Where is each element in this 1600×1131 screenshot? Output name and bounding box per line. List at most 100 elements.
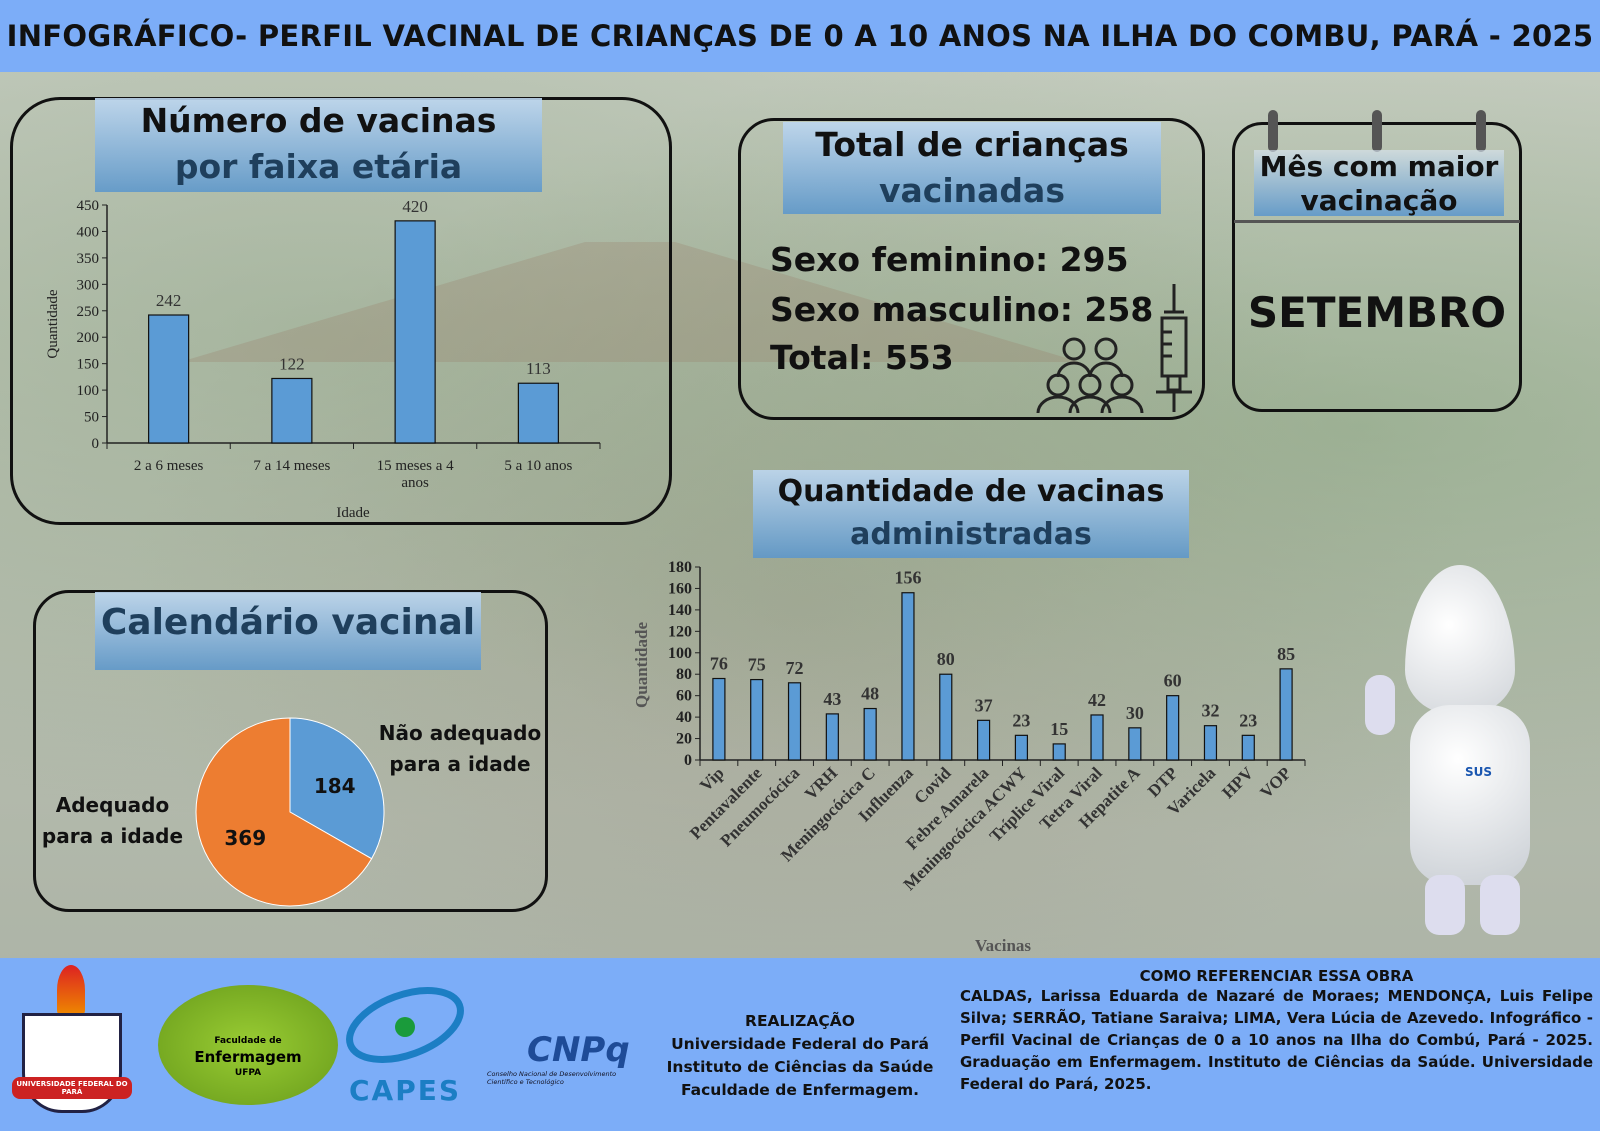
bar [825, 713, 839, 761]
bar [271, 377, 313, 444]
y-tick-label: 400 [77, 224, 100, 240]
capes-orbit-icon [346, 987, 464, 1063]
month-panel-title: Mês com maior vacinação [1254, 150, 1504, 217]
capes-logo: CAPES [340, 980, 470, 1107]
x-tick-label: 5 a 10 anos [504, 458, 572, 474]
pie-label-not-adequate: Não adequado para a idade [378, 721, 542, 776]
data-label: 80 [937, 649, 955, 669]
y-tick-label: 300 [77, 277, 100, 293]
bar [939, 673, 953, 761]
data-label: 60 [1164, 671, 1182, 691]
bar [787, 682, 802, 761]
y-tick-label: 140 [668, 602, 692, 619]
y-tick-label: 0 [684, 752, 692, 769]
y-tick-label: 60 [676, 688, 692, 705]
bar [1203, 725, 1218, 761]
reference-title: COMO REFERENCIAR ESSA OBRA [1139, 967, 1414, 985]
bar [901, 592, 915, 761]
y-tick-label: 40 [676, 709, 692, 726]
calendar-panel-title: Calendário vacinal [95, 592, 481, 670]
title-line: Número de vacinas [140, 101, 497, 140]
pie-label-adequate: Adequado para a idade [41, 793, 184, 848]
reference-block: COMO REFERENCIAR ESSA OBRA CALDAS, Laris… [960, 967, 1593, 1095]
data-label: 113 [526, 359, 551, 378]
data-label: 30 [1126, 703, 1144, 723]
data-label: 156 [894, 568, 921, 588]
reference-text: CALDAS, Larissa Eduarda de Nazaré de Mor… [960, 987, 1593, 1093]
pie-value-label: 369 [224, 826, 266, 850]
x-tick-label: 7 a 14 meses [253, 458, 330, 474]
cnpq-logo-subtext: Conselho Nacional de Desenvolvimento Cie… [487, 1070, 617, 1086]
vaccines-bar-chart: 02040608010012014016018076Vip75Pentavale… [632, 559, 1306, 955]
data-label: 85 [1277, 644, 1295, 664]
bar [1279, 668, 1293, 761]
y-axis-title: Quantidade [45, 289, 61, 358]
x-axis-title: Idade [336, 505, 370, 521]
ze-gotinha-mascot: SUS [1365, 565, 1565, 940]
bar [1128, 727, 1142, 761]
bar [1090, 714, 1104, 761]
sus-badge: SUS [1465, 765, 1493, 779]
calendar-ring [1476, 110, 1486, 152]
bar [1166, 695, 1180, 761]
y-tick-label: 350 [77, 251, 100, 267]
y-tick-label: 180 [668, 559, 692, 576]
ufpa-logo-text: UNIVERSIDADE FEDERAL DO PARÁ [12, 1077, 132, 1099]
pie-slice [195, 717, 373, 907]
fen-logo-text: Enfermagem [194, 1048, 302, 1066]
data-label: 43 [823, 689, 841, 709]
title-line: administradas [850, 517, 1092, 552]
data-label: 37 [975, 695, 993, 715]
realization-line: Faculdade de Enfermagem. [680, 1081, 920, 1099]
bar [750, 678, 764, 761]
month-value: SETEMBRO [1247, 288, 1507, 337]
y-tick-label: 100 [77, 383, 100, 399]
realization-line: Instituto de Ciências da Saúde [666, 1058, 934, 1076]
total-count: Total: 553 [770, 338, 954, 377]
title-line: Calendário vacinal [100, 602, 476, 643]
bar [394, 220, 436, 444]
y-tick-label: 50 [84, 410, 99, 426]
data-label: 32 [1201, 701, 1219, 721]
total-panel-title: Total de crianças vacinadas [783, 122, 1161, 214]
data-label: 76 [710, 654, 728, 674]
bar [863, 707, 877, 761]
fen-ufpa-logo: Faculdade de Enfermagem UFPA [158, 985, 338, 1105]
x-tick-label: VOP [1256, 763, 1295, 802]
bar [712, 677, 726, 761]
realization-block: REALIZAÇÃO Universidade Federal do Pará … [660, 1010, 940, 1102]
x-axis-title: Vacinas [975, 936, 1031, 955]
vaccines-panel-title: Quantidade de vacinas administradas [753, 470, 1189, 558]
data-label: 48 [861, 684, 879, 704]
data-label: 23 [1012, 710, 1030, 730]
realization-line: Universidade Federal do Pará [671, 1035, 929, 1053]
calendar-ring [1268, 110, 1278, 152]
data-label: 15 [1050, 719, 1068, 739]
y-tick-label: 200 [77, 330, 100, 346]
title-line: Total de crianças [815, 125, 1129, 164]
y-tick-label: 250 [77, 304, 100, 320]
age-panel-title: Número de vacinas por faixa etária [95, 98, 542, 192]
title-line: Quantidade de vacinas [777, 474, 1165, 509]
y-tick-label: 100 [668, 645, 692, 662]
x-tick-label: 2 a 6 meses [134, 458, 204, 474]
title-line: vacinadas [879, 171, 1065, 210]
bar [1241, 734, 1255, 761]
bar [1014, 734, 1029, 761]
calendar-divider [1234, 220, 1520, 223]
x-tick-label: HPV [1218, 763, 1257, 802]
data-label: 42 [1088, 690, 1106, 710]
y-tick-label: 160 [668, 580, 692, 597]
data-label: 242 [156, 291, 182, 310]
y-tick-label: 150 [77, 357, 100, 373]
y-tick-label: 0 [92, 436, 100, 452]
page-title: INFOGRÁFICO- PERFIL VACINAL DE CRIANÇAS … [6, 19, 1594, 53]
data-label: 72 [786, 658, 804, 678]
data-label: 420 [402, 197, 428, 216]
realization-title: REALIZAÇÃO [745, 1012, 855, 1030]
bar [976, 719, 991, 761]
header: INFOGRÁFICO- PERFIL VACINAL DE CRIANÇAS … [0, 0, 1600, 72]
calendar-panel [33, 590, 548, 912]
capes-logo-text: CAPES [348, 1074, 462, 1107]
cnpq-logo-text: CNPq [527, 1030, 630, 1070]
